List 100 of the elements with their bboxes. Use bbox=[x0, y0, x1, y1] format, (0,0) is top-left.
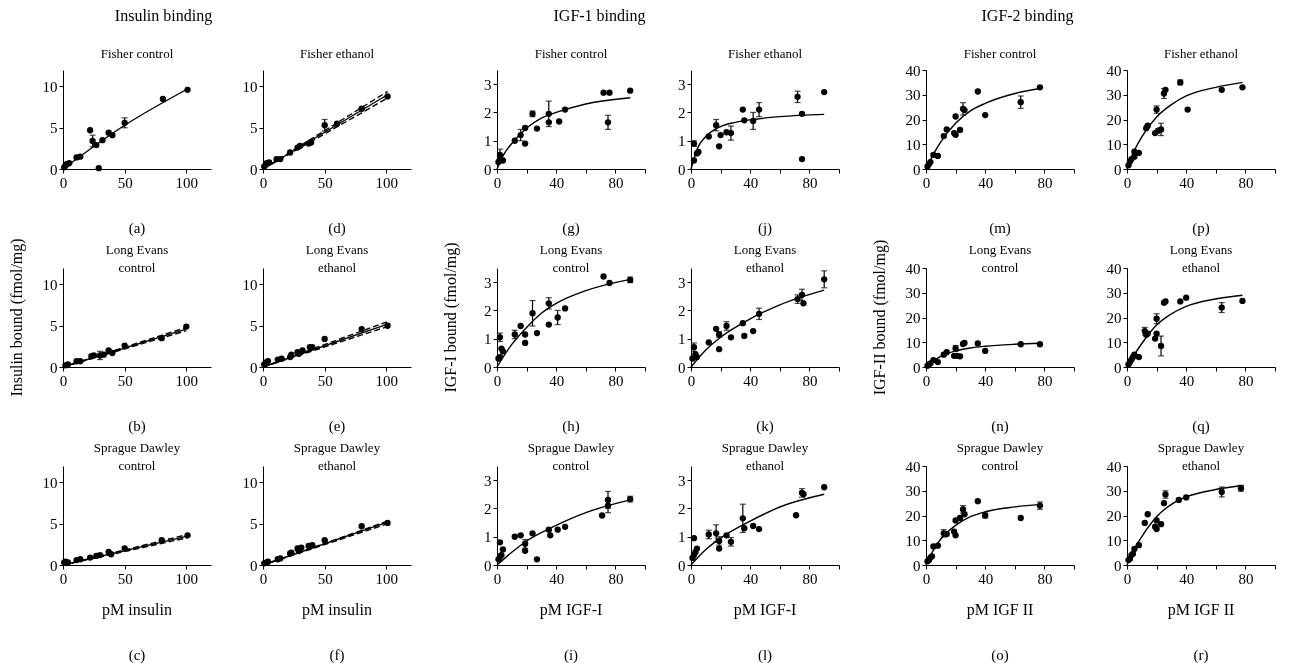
x-tick-label: 80 bbox=[1037, 570, 1053, 587]
y-tick-label: 10 bbox=[42, 277, 58, 293]
x-tick-label: 100 bbox=[175, 570, 199, 587]
x-tick-label: 80 bbox=[802, 174, 818, 191]
y-tick-label: 20 bbox=[905, 508, 921, 524]
x-tick-label: 40 bbox=[978, 372, 994, 389]
chart-title: Sprague Dawley ethanol bbox=[721, 440, 809, 473]
y-tick-label: 30 bbox=[1106, 483, 1122, 500]
y-tick-label: 3 bbox=[484, 274, 492, 291]
y-tick-label: 10 bbox=[242, 475, 258, 491]
y-tick-label: 2 bbox=[678, 104, 686, 121]
y-tick-label: 2 bbox=[484, 104, 492, 121]
y-tick-label: 10 bbox=[1106, 334, 1122, 351]
x-tick-label: 40 bbox=[1179, 174, 1195, 191]
y-tick-label: 20 bbox=[1106, 508, 1122, 524]
x-tick-label: 80 bbox=[802, 372, 818, 389]
x-tick-label: 40 bbox=[743, 570, 759, 587]
y-tick-label: 2 bbox=[678, 500, 686, 517]
text: IGF-1 binding bbox=[553, 7, 646, 25]
y-tick-label: 0 bbox=[484, 161, 492, 178]
y-tick-label: 10 bbox=[242, 277, 258, 293]
chart-title: Long Evans control bbox=[968, 242, 1032, 275]
text: (e) bbox=[328, 418, 346, 435]
y-tick-label: 1 bbox=[484, 331, 492, 348]
y-tick-label: 20 bbox=[1106, 112, 1122, 128]
y-tick-label: 1 bbox=[484, 133, 492, 150]
y-tick-label: 10 bbox=[42, 475, 58, 491]
x-axis-title: pM IGF II bbox=[966, 601, 1034, 619]
y-tick-label: 0 bbox=[913, 359, 921, 376]
x-tick-label: 40 bbox=[743, 174, 759, 191]
text: (l) bbox=[757, 647, 773, 663]
chart-title: Fisher ethanol bbox=[299, 46, 375, 61]
y-tick-label: 30 bbox=[905, 285, 921, 302]
text: (r) bbox=[1193, 647, 1209, 663]
y-tick-label: 40 bbox=[1106, 62, 1122, 79]
y-tick-label: 20 bbox=[905, 310, 921, 326]
y-tick-label: 0 bbox=[913, 161, 921, 178]
x-tick-label: 40 bbox=[743, 372, 759, 389]
y-tick-label: 10 bbox=[905, 532, 921, 549]
x-axis-title: pM IGF-I bbox=[733, 601, 797, 619]
text: (b) bbox=[128, 418, 146, 435]
y-tick-label: 0 bbox=[1114, 359, 1122, 376]
y-tick-label: 2 bbox=[484, 500, 492, 517]
y-tick-label: 0 bbox=[50, 359, 58, 376]
x-tick-label: 50 bbox=[117, 372, 133, 389]
y-axis-title: IGF-I bound (fmol/mg) bbox=[442, 242, 460, 393]
text: (d) bbox=[328, 220, 346, 237]
x-tick-label: 40 bbox=[1179, 372, 1195, 389]
y-tick-label: 0 bbox=[1114, 557, 1122, 574]
x-tick-label: 50 bbox=[117, 174, 133, 191]
y-tick-label: 0 bbox=[250, 359, 258, 376]
text: (g) bbox=[562, 220, 580, 237]
chart-title: Long Evans ethanol bbox=[305, 242, 369, 275]
chart-title: Sprague Dawley ethanol bbox=[1157, 440, 1245, 473]
x-tick-label: 80 bbox=[1238, 570, 1254, 587]
text: (k) bbox=[756, 418, 774, 435]
chart-title: Long Evans ethanol bbox=[733, 242, 797, 275]
y-tick-label: 0 bbox=[678, 359, 686, 376]
x-axis-title: pM IGF-I bbox=[539, 601, 603, 619]
y-tick-label: 10 bbox=[1106, 532, 1122, 549]
y-tick-label: 0 bbox=[678, 161, 686, 178]
y-tick-label: 40 bbox=[1106, 260, 1122, 277]
y-tick-label: 20 bbox=[1106, 310, 1122, 326]
y-tick-label: 0 bbox=[484, 359, 492, 376]
y-tick-label: 0 bbox=[250, 161, 258, 178]
y-tick-label: 30 bbox=[1106, 87, 1122, 104]
y-tick-label: 10 bbox=[42, 79, 58, 95]
y-tick-label: 0 bbox=[913, 557, 921, 574]
chart-title: Sprague Dawley control bbox=[93, 440, 181, 473]
chart-title: Long Evans control bbox=[539, 242, 603, 275]
x-tick-label: 80 bbox=[608, 174, 624, 191]
chart-title: Sprague Dawley control bbox=[527, 440, 615, 473]
y-tick-label: 0 bbox=[484, 557, 492, 574]
y-tick-label: 40 bbox=[905, 260, 921, 277]
x-axis-title: pM insulin bbox=[302, 601, 372, 619]
x-tick-label: 100 bbox=[375, 174, 399, 191]
y-tick-label: 10 bbox=[905, 334, 921, 351]
y-tick-label: 30 bbox=[905, 483, 921, 500]
x-tick-label: 40 bbox=[1179, 570, 1195, 587]
text: (f) bbox=[329, 647, 345, 663]
y-tick-label: 0 bbox=[50, 161, 58, 178]
y-tick-label: 20 bbox=[905, 112, 921, 128]
chart-title: Fisher ethanol bbox=[1163, 46, 1239, 61]
text: (h) bbox=[562, 418, 580, 435]
text: (j) bbox=[757, 220, 773, 237]
y-tick-label: 1 bbox=[484, 529, 492, 546]
y-tick-label: 10 bbox=[905, 136, 921, 153]
y-tick-label: 1 bbox=[678, 133, 686, 150]
x-tick-label: 80 bbox=[1238, 174, 1254, 191]
y-tick-label: 10 bbox=[242, 79, 258, 95]
chart-title: Long Evans control bbox=[105, 242, 169, 275]
y-tick-label: 3 bbox=[678, 472, 686, 489]
x-tick-label: 80 bbox=[608, 570, 624, 587]
x-tick-label: 40 bbox=[549, 372, 565, 389]
y-tick-label: 5 bbox=[50, 318, 58, 335]
text: (i) bbox=[563, 647, 579, 663]
x-tick-label: 50 bbox=[317, 372, 333, 389]
y-axis-title: Insulin bound (fmol/mg) bbox=[8, 238, 26, 397]
x-tick-label: 80 bbox=[608, 372, 624, 389]
y-tick-label: 40 bbox=[1106, 458, 1122, 475]
